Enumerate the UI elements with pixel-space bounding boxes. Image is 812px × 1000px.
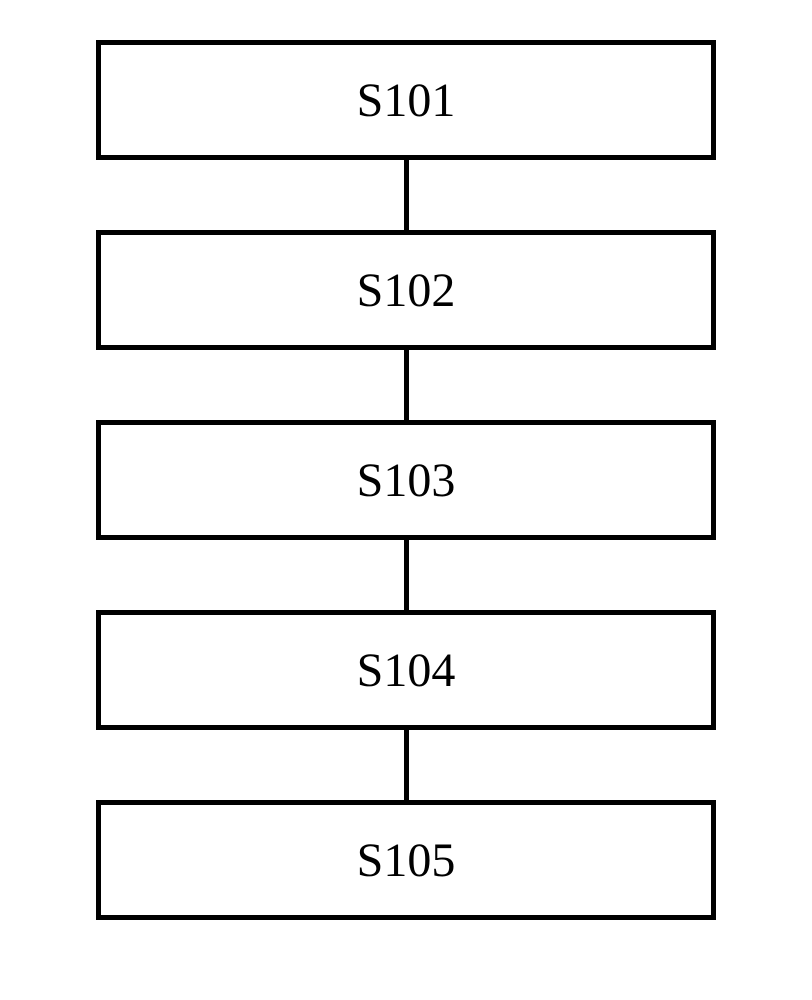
flowchart-node: S102 [96, 230, 716, 350]
node-label: S104 [357, 643, 456, 698]
flowchart-connector [404, 540, 409, 610]
flowchart-node: S103 [96, 420, 716, 540]
flowchart-connector [404, 160, 409, 230]
node-label: S103 [357, 453, 456, 508]
node-label: S102 [357, 263, 456, 318]
flowchart-container: S101 S102 S103 S104 S105 [96, 40, 716, 920]
node-label: S101 [357, 73, 456, 128]
node-label: S105 [357, 833, 456, 888]
flowchart-node: S105 [96, 800, 716, 920]
flowchart-connector [404, 350, 409, 420]
flowchart-connector [404, 730, 409, 800]
flowchart-node: S104 [96, 610, 716, 730]
flowchart-node: S101 [96, 40, 716, 160]
